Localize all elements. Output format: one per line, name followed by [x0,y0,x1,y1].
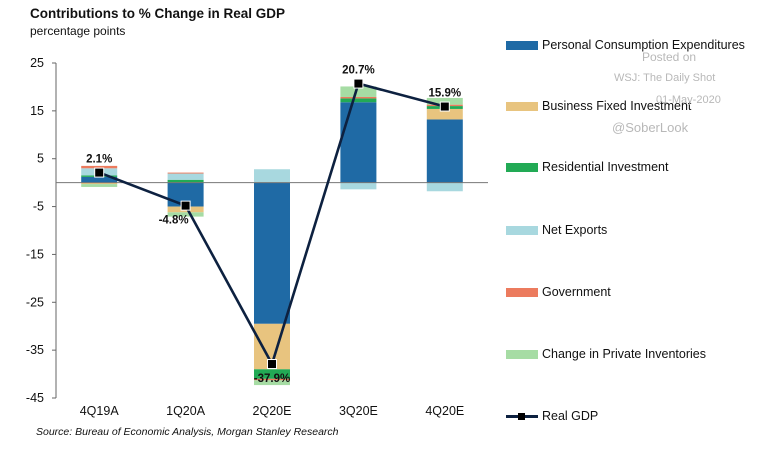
bar-segment [167,182,204,207]
legend-item: Government [506,285,611,299]
real-gdp-data-label: 2.1% [86,154,112,166]
legend-item: Real GDP [506,409,598,423]
bar-segment [167,179,204,183]
watermark-publication: WSJ: The Daily Shot [614,72,716,84]
legend-swatch [506,40,538,50]
chart-legend: Personal Consumption Expenditures Busines… [506,0,767,449]
bar-segment [81,184,118,187]
legend-item: Net Exports [506,223,607,237]
bar-segment [81,165,118,169]
bar-segment [340,96,377,99]
bar-segment [340,86,377,97]
real-gdp-point [94,167,105,178]
chart-title: Contributions to % Change in Real GDP [30,6,286,21]
y-tick-label: 5 [37,152,44,166]
watermark-handle: @SoberLook [612,120,689,135]
bar-segment [167,212,204,217]
real-gdp-point [267,359,277,370]
real-gdp-data-label: -37.9% [254,373,290,385]
bar-segment [81,182,118,185]
bar-segment [426,108,463,120]
watermark-posted: Posted on [642,50,697,64]
y-tick-label: 25 [30,56,44,70]
legend-label: Change in Private Inventories [542,347,706,361]
bar-segment [340,182,377,190]
legend-item: Personal Consumption Expenditures [506,38,745,52]
legend-label: Residential Investment [542,160,669,174]
bar-segment [426,97,463,105]
watermark-date: 01-May-2020 [656,94,721,106]
real-gdp-point [353,78,364,89]
bar-segment [167,173,204,180]
bar-segment [340,98,377,103]
legend-item: Residential Investment [506,160,668,174]
bar-segment [254,182,290,324]
chart-source: Source: Bureau of Economic Analysis, Mor… [36,426,339,438]
real-gdp-data-label: -4.8% [159,215,189,227]
x-tick-label: 4Q19A [80,404,120,418]
bar-segment [254,369,290,379]
y-tick-label: -15 [26,247,44,261]
legend-swatch [506,349,538,359]
bar-segment [426,182,463,192]
real-gdp-data-label: 20.7% [342,65,375,77]
bar-segment [340,102,377,183]
bar-segment [254,380,290,386]
chart-subtitle: percentage points [30,24,126,38]
legend-swatch [506,101,538,111]
bar-segment [426,119,463,183]
legend-item: Change in Private Inventories [506,347,706,361]
y-tick-label: -45 [26,391,44,405]
y-tick-label: -5 [33,200,44,214]
y-tick-label: 15 [30,104,44,118]
real-gdp-data-label: 15.9% [428,88,461,100]
real-gdp-point [180,200,191,211]
legend-swatch [506,162,538,172]
bar-segment [167,172,204,174]
x-tick-label: 1Q20A [166,404,206,418]
bar-segment [81,176,118,183]
bar-segment [254,378,290,381]
legend-label: Government [542,285,611,299]
legend-label: Net Exports [542,223,608,237]
legend-label: Personal Consumption Expenditures [542,38,745,52]
real-gdp-point [439,101,450,112]
x-tick-label: 3Q20E [339,404,378,418]
legend-line-swatch [506,412,538,421]
x-tick-label: 2Q20E [253,404,292,418]
legend-label: Business Fixed Investment [542,99,692,113]
legend-item: Business Fixed Investment [506,99,691,113]
bar-segment [254,169,290,183]
legend-swatch [506,225,538,235]
y-tick-label: -25 [26,295,44,309]
legend-swatch [506,287,538,297]
y-tick-label: -35 [26,343,44,357]
legend-label: Real GDP [542,409,599,423]
x-tick-label: 4Q20E [425,404,464,418]
